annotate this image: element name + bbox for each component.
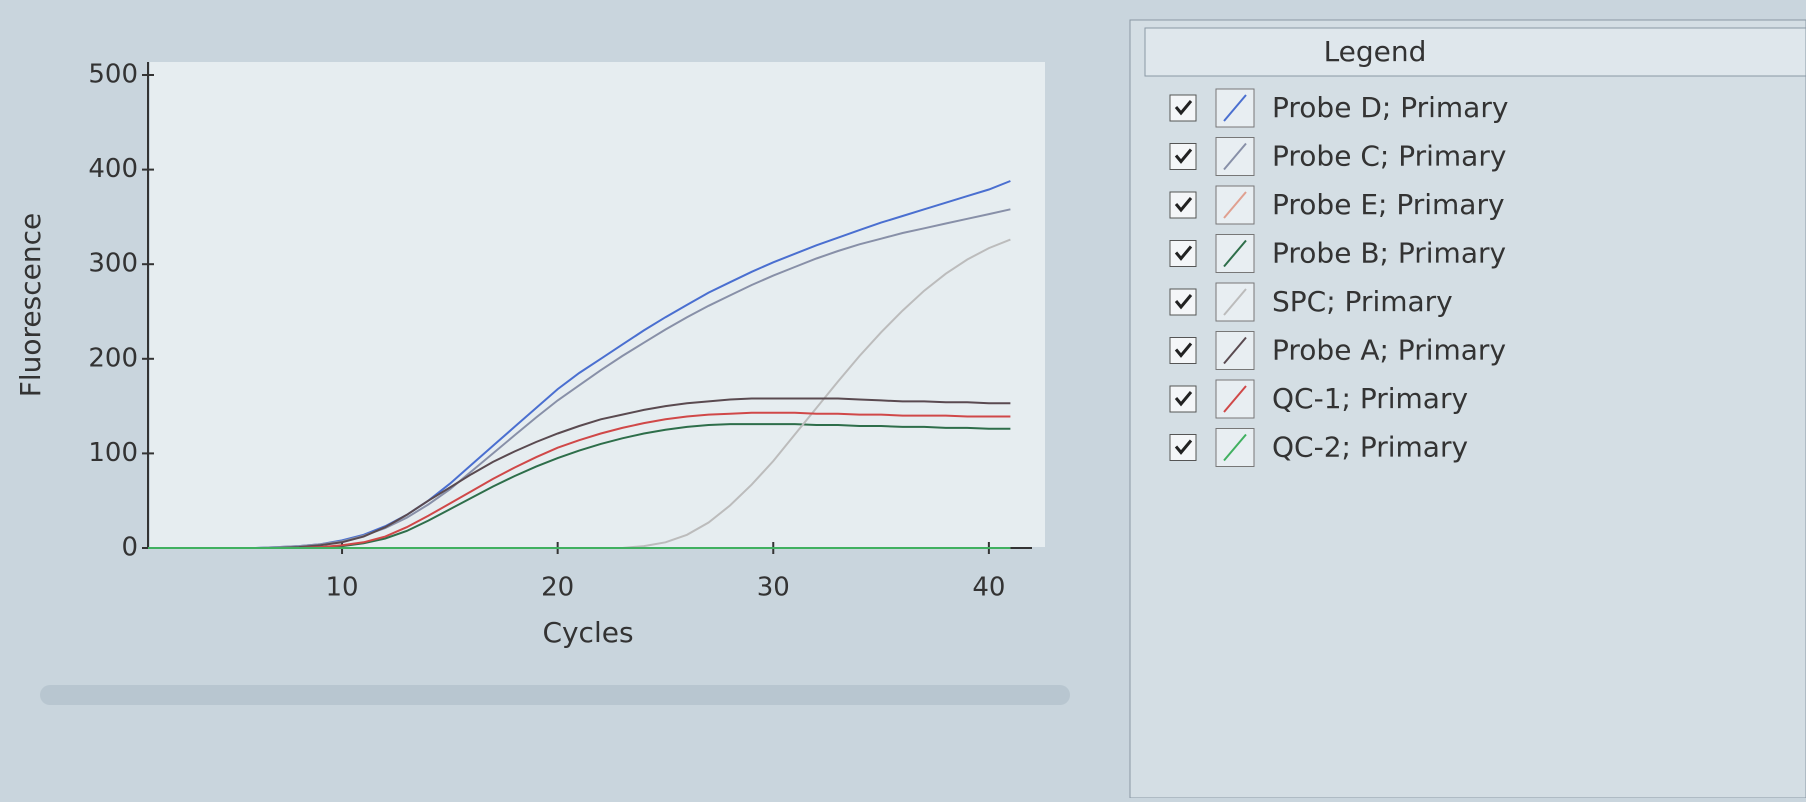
y-tick-label: 400 bbox=[88, 154, 138, 184]
x-axis-label: Cycles bbox=[542, 616, 633, 649]
legend-header bbox=[1145, 28, 1806, 76]
legend-label: Probe A; Primary bbox=[1272, 334, 1506, 367]
screen: Legend Cycles Fluorescence 0 100 200 300 400… bbox=[0, 0, 1806, 798]
legend-checkbox[interactable] bbox=[1170, 435, 1196, 461]
y-tick-label: 200 bbox=[88, 343, 138, 373]
x-tick-label: 10 bbox=[326, 573, 359, 603]
legend-label: Probe E; Primary bbox=[1272, 188, 1505, 221]
legend-checkbox[interactable] bbox=[1170, 144, 1196, 170]
x-tick-label: 20 bbox=[541, 573, 574, 603]
legend-checkbox[interactable] bbox=[1170, 192, 1196, 218]
legend-label: Probe B; Primary bbox=[1272, 237, 1506, 270]
x-tick-label: 30 bbox=[757, 573, 790, 603]
legend-checkbox[interactable] bbox=[1170, 95, 1196, 121]
legend-checkbox[interactable] bbox=[1170, 338, 1196, 364]
legend-label: QC-1; Primary bbox=[1272, 382, 1468, 415]
legend-checkbox[interactable] bbox=[1170, 386, 1196, 412]
x-tick-label: 40 bbox=[972, 573, 1005, 603]
y-tick-label: 100 bbox=[88, 438, 138, 468]
plot-area bbox=[150, 62, 1045, 547]
legend-label: SPC; Primary bbox=[1272, 285, 1453, 318]
legend-checkbox[interactable] bbox=[1170, 241, 1196, 267]
legend-checkbox[interactable] bbox=[1170, 289, 1196, 315]
y-tick-label: 500 bbox=[88, 60, 138, 90]
y-axis-label: Fluorescence bbox=[14, 213, 47, 397]
legend-label: Probe D; Primary bbox=[1272, 91, 1508, 124]
legend-title: Legend bbox=[1324, 35, 1427, 68]
legend-label: Probe C; Primary bbox=[1272, 140, 1506, 173]
scrollbar[interactable] bbox=[40, 685, 1070, 705]
legend-label: QC-2; Primary bbox=[1272, 431, 1468, 464]
page: Legend Cycles Fluorescence 0 100 200 300 400… bbox=[0, 0, 1806, 798]
y-tick-label: 300 bbox=[88, 249, 138, 279]
y-tick-label: 0 bbox=[121, 533, 138, 563]
